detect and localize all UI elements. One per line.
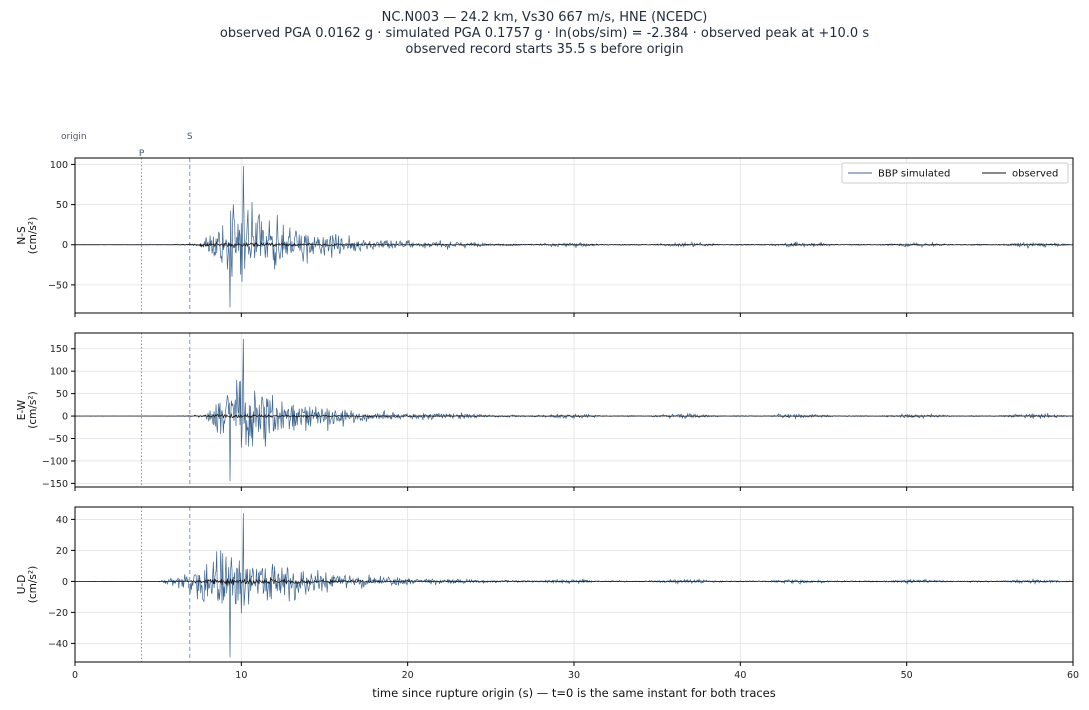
x-tick-label: 30	[568, 670, 580, 681]
series-line-bbp-simulated	[75, 513, 1073, 658]
y-tick-label: 100	[50, 367, 68, 378]
panel-e-w: −150 −100 −50 0 50 100 150 E-W(cm/s²)	[16, 332, 1074, 491]
phase-label-s: S	[187, 132, 193, 142]
y-axis-unit: (cm/s²)	[27, 391, 39, 428]
y-axis-component: U-D	[16, 575, 28, 595]
series-line-observed	[75, 412, 1073, 419]
y-tick-label: 0	[62, 240, 68, 251]
panel-n-s: −50 0 50 100 N-S(cm/s²) BBP simulated observed	[16, 157, 1074, 317]
y-tick-label: 50	[56, 389, 68, 400]
y-tick-label: 0	[62, 412, 68, 423]
x-axis-label: time since rupture origin (s) — t=0 is t…	[372, 686, 776, 700]
legend-box	[841, 162, 1069, 184]
x-tick-label: 0	[72, 670, 78, 681]
y-axis-unit: (cm/s²)	[27, 217, 39, 254]
panel-u-d: −40 −20 0 20 40 0 10 20 30 40 50 60 U-D(cm/s²)	[16, 506, 1079, 681]
y-tick-label: −20	[48, 608, 68, 619]
y-axis-label: N-S(cm/s²)	[16, 217, 39, 254]
y-tick-label: 100	[50, 160, 68, 171]
x-tick-label: 20	[402, 670, 414, 681]
y-tick-label: −50	[48, 434, 68, 445]
y-axis-label: U-D(cm/s²)	[16, 566, 39, 603]
y-tick-label: −40	[48, 639, 68, 650]
title-line-3: observed record starts 35.5 s before ori…	[405, 42, 683, 57]
x-tick-label: 50	[901, 670, 913, 681]
x-tick-label: 60	[1067, 670, 1079, 681]
series-line-observed	[75, 576, 1073, 587]
y-tick-label: 150	[50, 344, 68, 355]
phase-labels: origin P S	[61, 132, 193, 159]
y-axis-unit: (cm/s²)	[27, 566, 39, 603]
legend: BBP simulated observed	[841, 162, 1069, 184]
y-axis-component: E-W	[16, 399, 28, 420]
legend-entry-observed: observed	[1012, 169, 1058, 180]
y-axis-label: E-W(cm/s²)	[16, 391, 39, 428]
x-tick-label: 10	[235, 670, 247, 681]
y-tick-label: −150	[42, 479, 68, 490]
phase-label-origin: origin	[61, 132, 87, 142]
y-tick-label: 40	[56, 515, 68, 526]
phase-label-p: P	[139, 149, 145, 159]
x-tick-label: 40	[734, 670, 746, 681]
series-line-bbp-simulated	[75, 338, 1073, 482]
y-tick-label: 50	[56, 200, 68, 211]
y-tick-label: 0	[62, 577, 68, 588]
y-tick-label: −50	[48, 280, 68, 291]
title-line-2: observed PGA 0.0162 g · simulated PGA 0.…	[220, 26, 869, 41]
title-line-1: NC.N003 — 24.2 km, Vs30 667 m/s, HNE (NC…	[382, 10, 708, 25]
figure-title: NC.N003 — 24.2 km, Vs30 667 m/s, HNE (NC…	[220, 10, 869, 57]
legend-entry-simulated: BBP simulated	[878, 169, 950, 180]
series-line-observed	[75, 241, 1073, 248]
y-axis-component: N-S	[16, 226, 28, 245]
y-tick-label: 20	[56, 546, 68, 557]
y-tick-label: −100	[42, 456, 68, 467]
